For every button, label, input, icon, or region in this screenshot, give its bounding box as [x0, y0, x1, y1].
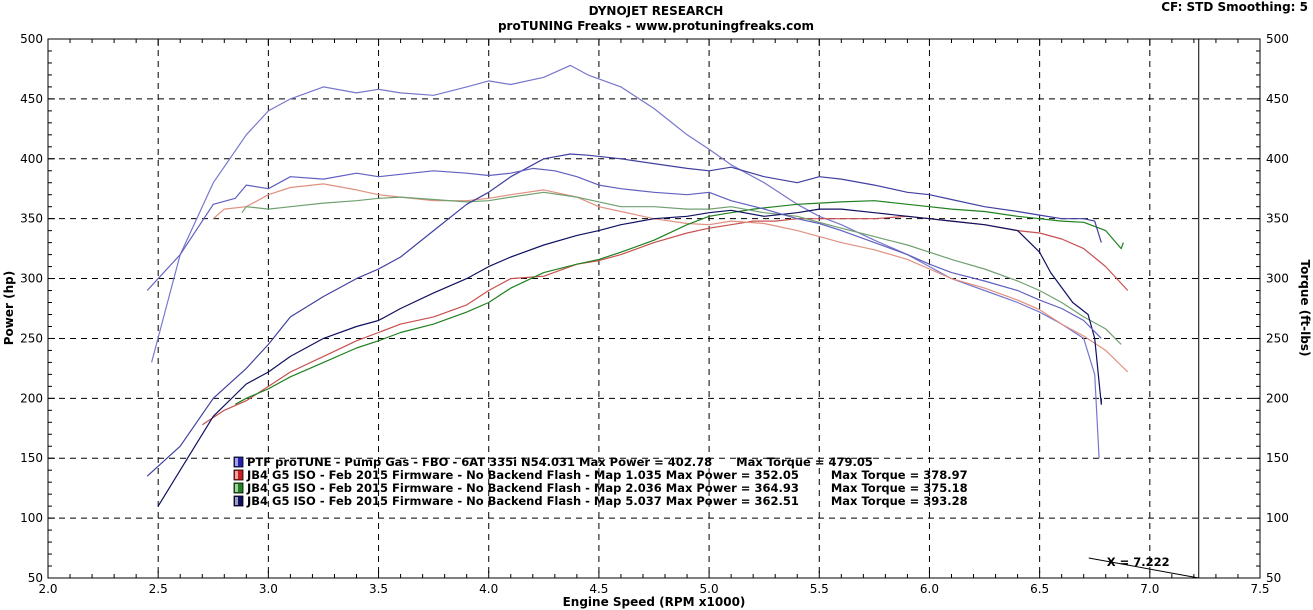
- x-tick-label-11: 7.5: [1250, 582, 1269, 596]
- series-line-6-torque: [146, 153, 1102, 477]
- series-line-7-torque: [146, 167, 1102, 339]
- x-tick-label-6: 5.0: [700, 582, 719, 596]
- x-tick-label-1: 2.5: [149, 582, 168, 596]
- series-line-0-torque: [151, 64, 1100, 459]
- y-left-tick-label-9: 500: [20, 32, 43, 46]
- cursor-readout: X = 7.222: [1107, 555, 1170, 569]
- x-tick-label-3: 3.5: [369, 582, 388, 596]
- series-line-3-power: [235, 200, 1124, 405]
- y-right-tick-label-2: 150: [1266, 451, 1289, 465]
- legend-swatch-3: [233, 495, 244, 507]
- legend-entry-0: PTF proTUNE - Pump Gas - FBO - 6AT 335i …: [247, 455, 873, 469]
- y-left-tick-label-6: 350: [20, 212, 43, 226]
- legend-entry-2: JB4 G5 ISO - Feb 2015 Firmware - No Back…: [246, 481, 968, 495]
- y-right-tick-label-7: 400: [1266, 152, 1289, 166]
- x-tick-label-10: 7.0: [1140, 582, 1159, 596]
- series-line-2-torque: [212, 183, 1129, 373]
- y-right-tick-label-5: 300: [1266, 272, 1289, 286]
- series-line-5-power: [157, 208, 1102, 507]
- plot-area: [47, 38, 1261, 579]
- y-left-tick-label-4: 250: [20, 331, 43, 345]
- y-left-tick-label-7: 400: [20, 152, 43, 166]
- legend-swatch-2: [233, 482, 244, 494]
- x-axis-label: Engine Speed (RPM x1000): [563, 595, 746, 609]
- x-tick-label-5: 4.5: [589, 582, 608, 596]
- y-left-tick-label-5: 300: [20, 272, 43, 286]
- chart-subtitle: proTUNING Freaks - www.protuningfreaks.c…: [498, 19, 814, 33]
- legend-entry-3: JB4 G5 ISO - Feb 2015 Firmware - No Back…: [246, 494, 968, 508]
- legend-swatch-shine-0: [235, 458, 238, 466]
- x-tick-label-0: 2.0: [38, 582, 57, 596]
- y-left-tick-label-2: 150: [20, 451, 43, 465]
- chart-title: DYNOJET RESEARCH: [589, 4, 724, 18]
- settings-info: CF: STD Smoothing: 5: [1161, 0, 1308, 14]
- x-tick-label-7: 5.5: [810, 582, 829, 596]
- y-right-tick-label-0: 50: [1266, 571, 1281, 585]
- y-right-tick-label-3: 200: [1266, 391, 1289, 405]
- y-right-tick-label-8: 450: [1266, 92, 1289, 106]
- x-tick-labels: 2.0 2.5 3.0 3.5 4.0 4.5 5.0 5.5 6.0 6.5 7.0 7.5: [38, 582, 1269, 596]
- legend-swatch-1: [233, 469, 244, 481]
- legend-swatch-shine-3: [235, 497, 238, 505]
- legend: PTF proTUNE - Pump Gas - FBO - 6AT 335i …: [233, 455, 968, 508]
- y-right-tick-label-6: 350: [1266, 212, 1289, 226]
- series-lines: [146, 64, 1129, 507]
- legend-swatch-0: [233, 456, 244, 468]
- y-left-tick-labels: 50 100 150 200 250 300 350 400 450 500: [20, 32, 43, 585]
- y-left-tick-label-3: 200: [20, 391, 43, 405]
- x-tick-label-9: 6.5: [1030, 582, 1049, 596]
- y-left-tick-label-8: 450: [20, 92, 43, 106]
- x-tick-label-4: 4.0: [479, 582, 498, 596]
- x-tick-label-2: 3.0: [259, 582, 278, 596]
- x-tick-label-8: 6.0: [920, 582, 939, 596]
- legend-entry-1: JB4 G5 ISO - Feb 2015 Firmware - No Back…: [246, 468, 968, 482]
- y-right-tick-label-9: 500: [1266, 32, 1289, 46]
- legend-swatch-shine-1: [235, 471, 238, 479]
- y-right-tick-label-1: 100: [1266, 511, 1289, 525]
- legend-swatch-shine-2: [235, 484, 238, 492]
- y-right-axis-label: Torque (ft-lbs): [1298, 260, 1312, 357]
- y-right-tick-label-4: 250: [1266, 331, 1289, 345]
- y-left-axis-label: Power (hp): [2, 271, 16, 345]
- y-left-tick-label-1: 100: [20, 511, 43, 525]
- y-right-tick-labels: 50 100 150 200 250 300 350 400 450 500: [1266, 32, 1289, 585]
- cursor-pointer-line: [1088, 557, 1199, 579]
- series-line-4-torque: [241, 191, 1122, 345]
- y-left-tick-label-0: 50: [28, 571, 43, 585]
